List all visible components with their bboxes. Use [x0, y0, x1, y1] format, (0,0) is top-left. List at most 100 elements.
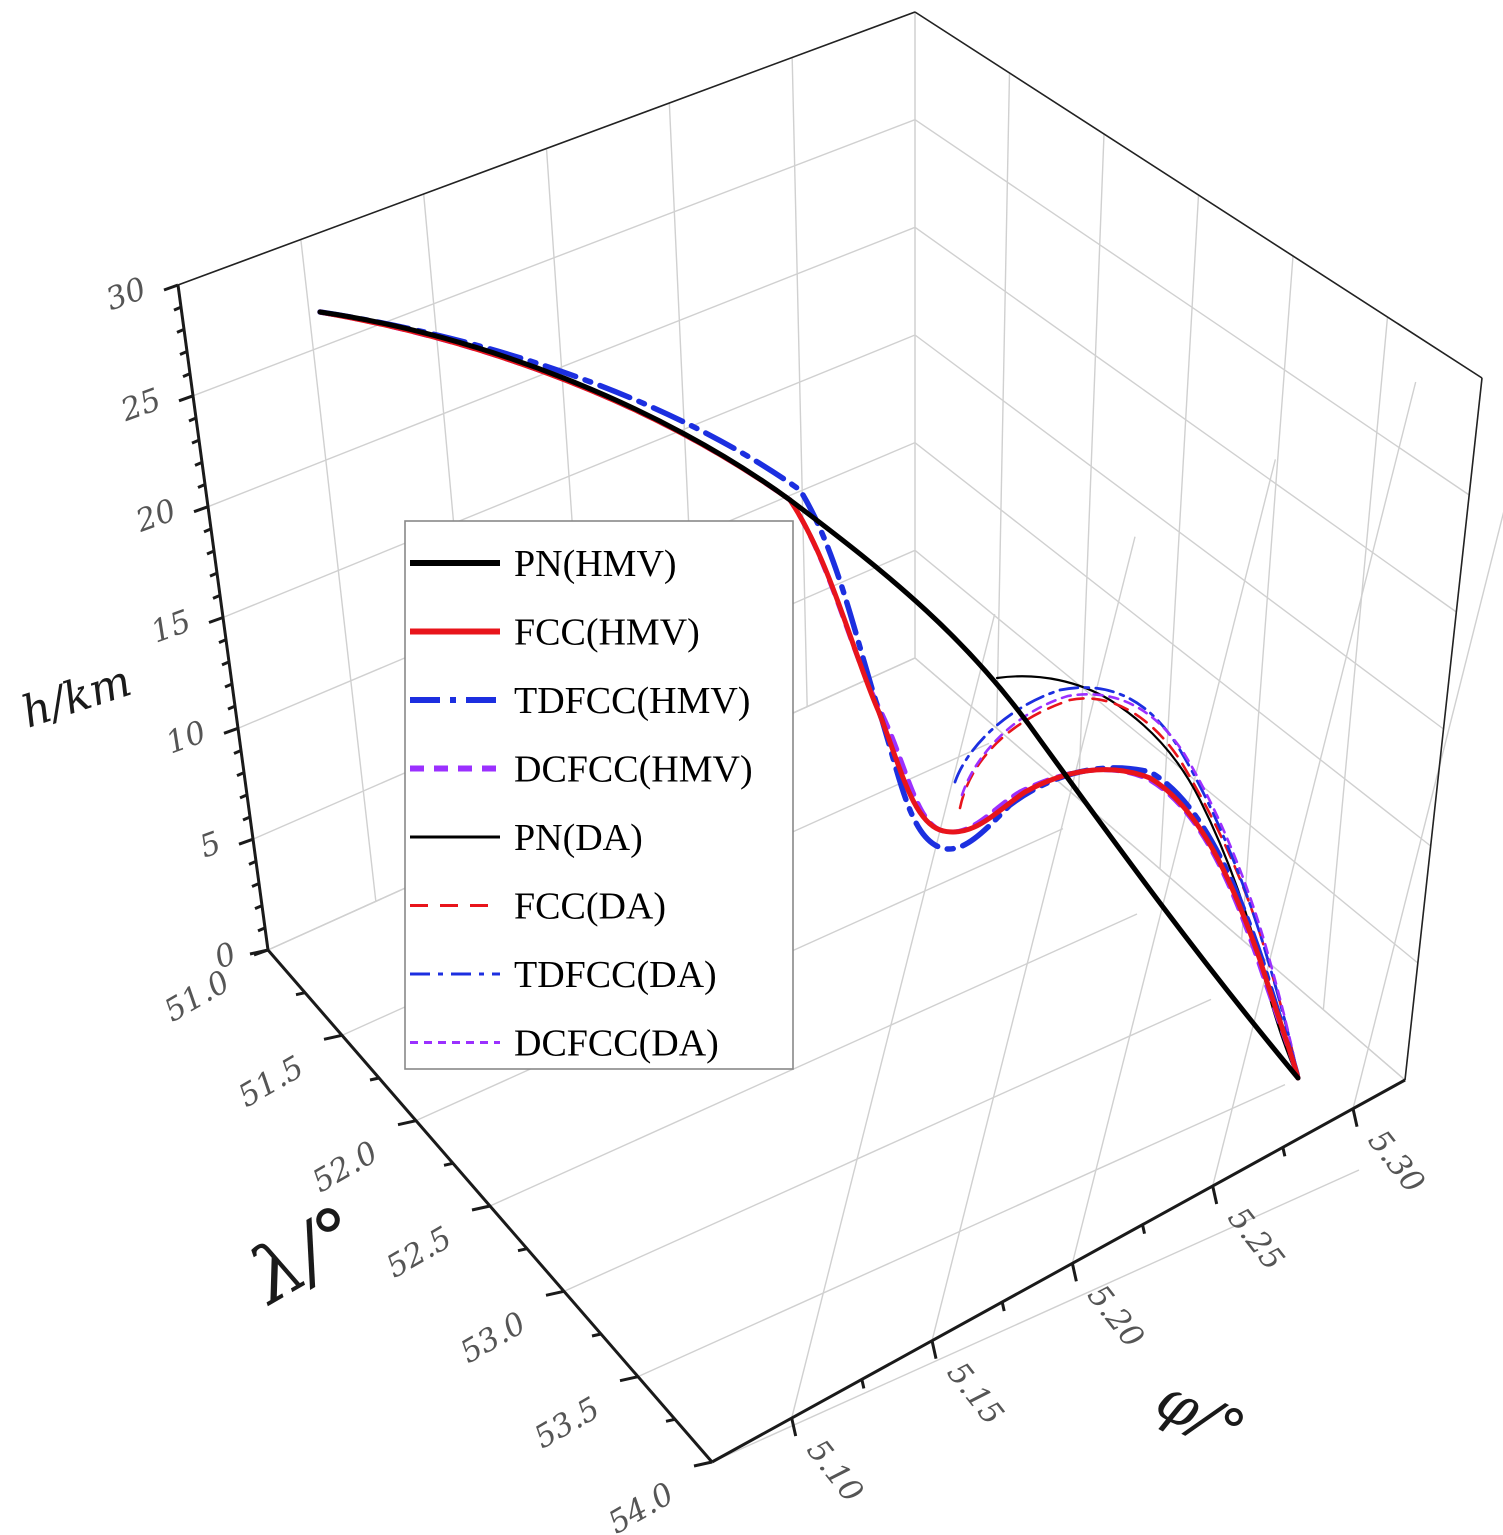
z-minor-tick	[194, 460, 203, 467]
y-gridline-floor	[489, 913, 1138, 1207]
series-pn-hmv	[317, 309, 1301, 1081]
z-minor-tick	[179, 350, 188, 356]
y-axis-title: λ/°	[232, 1188, 376, 1322]
z-tick-label: 10	[161, 714, 210, 761]
y-gridline-floor	[637, 1084, 1286, 1378]
z-minor-tick	[239, 793, 248, 800]
z-tick	[238, 837, 254, 846]
z-gridline	[192, 118, 1470, 496]
x-tick-label: 5.10	[799, 1433, 870, 1510]
back-walls	[177, 10, 1503, 1463]
back-right-vertical-gridline	[1240, 255, 1294, 940]
box-top-edge-right	[914, 11, 1483, 379]
z-minor-tick	[233, 749, 242, 755]
z-tick-label: 15	[146, 603, 195, 650]
back-right-vertical-gridline	[995, 72, 1011, 729]
x-gridline-floor	[1071, 459, 1277, 1264]
x-minor-tick	[1000, 1301, 1006, 1312]
box-top-edge-front	[177, 11, 916, 286]
z-tick	[163, 283, 179, 292]
x-minor-tick	[1281, 1147, 1287, 1157]
back-left-vertical-gridline	[300, 239, 377, 902]
legend: PN(HMV) FCC(HMV) TDFCC(HMV) DCFCC(HMV) PN(DA…	[404, 520, 794, 1070]
z-minor-tick	[173, 305, 182, 312]
legend-label: FCC(HMV)	[514, 612, 700, 654]
x-tick	[930, 1340, 938, 1360]
z-minor-tick	[251, 882, 260, 888]
z-minor-tick	[221, 660, 230, 667]
legend-box	[404, 520, 794, 1070]
z-tick	[223, 726, 239, 735]
z-minor-tick	[212, 593, 221, 600]
y-tick	[619, 1375, 639, 1383]
y-gridline-floor	[563, 998, 1212, 1292]
legend-label: TDFCC(DA)	[514, 954, 717, 996]
y-tick-label: 51.5	[232, 1049, 310, 1115]
y-tick-label: 53.5	[528, 1390, 606, 1456]
legend-label: DCFCC(HMV)	[514, 749, 753, 791]
z-tick-label: 5	[195, 825, 226, 866]
z-minor-tick	[242, 815, 251, 822]
legend-label: DCFCC(DA)	[514, 1023, 719, 1065]
y-minor-tick	[295, 991, 306, 997]
series-group	[317, 309, 1301, 1081]
z-minor-tick	[227, 704, 236, 711]
x-tick	[1211, 1185, 1219, 1205]
y-minor-tick	[369, 1076, 380, 1082]
x-tick	[790, 1417, 798, 1437]
legend-label: PN(HMV)	[514, 543, 677, 585]
legend-label: PN(DA)	[514, 817, 643, 859]
y-tick	[323, 1033, 343, 1041]
y-minor-tick	[665, 1417, 676, 1423]
x-tick	[1351, 1108, 1359, 1127]
x-tick-label: 5.15	[940, 1355, 1011, 1432]
x-minor-tick	[1141, 1224, 1146, 1235]
back-right-vertical-gridline	[1159, 194, 1200, 870]
x-gridline-floor	[931, 536, 1136, 1341]
y-tick	[471, 1204, 491, 1212]
x-gridline-floor	[791, 613, 996, 1419]
series-tdfcc-hmv	[317, 309, 1301, 1081]
x-axis-line	[711, 1078, 1406, 1464]
z-minor-tick	[224, 682, 233, 689]
z-tick-label: 20	[130, 492, 180, 540]
x-tick-label: 5.30	[1361, 1123, 1432, 1200]
y-tick	[545, 1289, 565, 1297]
x-tick-label: 5.20	[1080, 1278, 1151, 1355]
y-gridline-floor	[711, 1169, 1360, 1463]
z-tick	[178, 394, 194, 403]
box-right-vertical	[1404, 377, 1483, 1081]
z-tick	[208, 616, 224, 624]
back-right-vertical-gridline	[1322, 316, 1389, 1010]
z-tick	[193, 505, 209, 514]
x-minor-tick	[860, 1379, 866, 1389]
y-minor-tick	[517, 1247, 528, 1253]
z-minor-tick	[257, 926, 266, 933]
z-minor-tick	[206, 549, 215, 556]
z-minor-tick	[218, 638, 227, 645]
z-minor-tick	[197, 483, 206, 489]
z-minor-tick	[182, 372, 191, 379]
z-minor-tick	[209, 571, 218, 578]
y-tick-label: 52.0	[306, 1134, 384, 1200]
y-tick-label: 54.0	[602, 1476, 680, 1535]
y-minor-tick	[443, 1161, 454, 1167]
z-minor-tick	[203, 527, 212, 534]
legend-items: PN(HMV) FCC(HMV) TDFCC(HMV) DCFCC(HMV) PN(DA…	[410, 543, 753, 1065]
series-pn-da	[995, 675, 1300, 1080]
grid-lines	[177, 11, 1503, 1463]
x-gridline-floor	[1212, 381, 1417, 1187]
z-minor-tick	[191, 438, 200, 445]
axis-ticks	[163, 283, 1359, 1468]
z-minor-tick	[176, 327, 185, 334]
legend-label: FCC(DA)	[514, 886, 666, 928]
x-axis-title: φ/°	[1145, 1364, 1256, 1466]
z-minor-tick	[236, 771, 245, 778]
z-tick-label: 25	[115, 382, 165, 430]
y-tick	[397, 1119, 417, 1127]
z-minor-tick	[188, 416, 197, 423]
y-tick	[249, 948, 269, 956]
y-tick	[693, 1460, 713, 1468]
z-minor-tick	[248, 859, 257, 866]
